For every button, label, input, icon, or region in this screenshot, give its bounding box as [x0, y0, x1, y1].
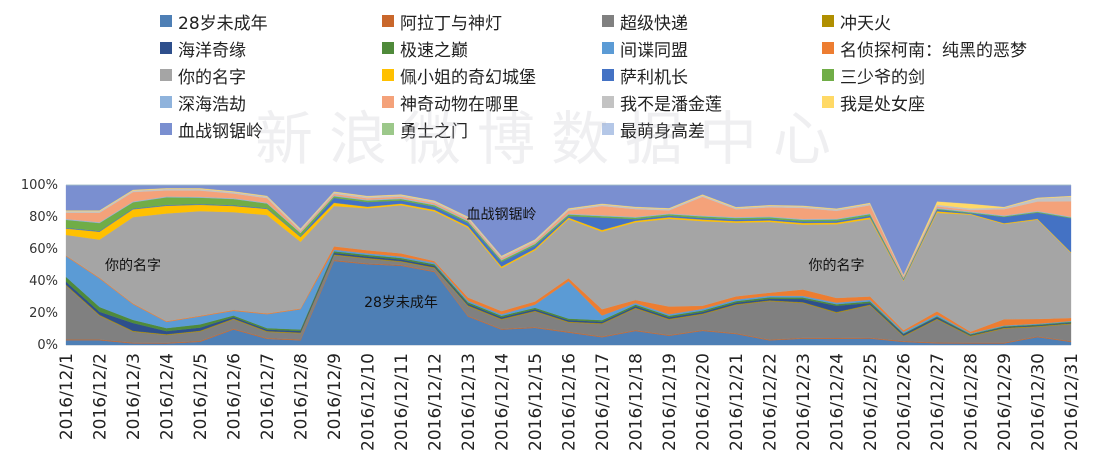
legend-item: 佩小姐的奇幻城堡: [382, 62, 536, 88]
x-tick-label: 2016/12/29: [995, 353, 1015, 451]
legend-item: 你的名字: [160, 62, 246, 88]
legend-label: 海洋奇缘: [178, 36, 246, 61]
x-tick-label: 2016/12/2: [91, 353, 111, 440]
x-tick-label: 2016/12/13: [459, 353, 479, 451]
x-tick-label: 2016/12/3: [124, 353, 144, 440]
x-tick-label: 2016/12/1: [57, 353, 77, 440]
legend-item: 海洋奇缘: [160, 35, 246, 61]
x-tick-label: 2016/12/6: [225, 353, 245, 440]
chart-areas: [66, 185, 1071, 345]
legend-swatch: [602, 42, 614, 54]
legend-item: 极速之巅: [382, 35, 468, 61]
legend-item: 血战钢锯岭: [160, 116, 263, 142]
legend-item: 冲天火: [822, 8, 891, 34]
x-tick-label: 2016/12/5: [191, 353, 211, 440]
x-tick-label: 2016/12/10: [359, 353, 379, 451]
legend-swatch: [822, 42, 834, 54]
legend-item: 间谍同盟: [602, 35, 688, 61]
legend-swatch: [822, 15, 834, 27]
x-tick-label: 2016/12/31: [1062, 353, 1082, 451]
legend-swatch: [160, 42, 172, 54]
legend-label: 间谍同盟: [620, 36, 688, 61]
legend-label: 我是处女座: [840, 90, 925, 115]
y-axis-ticks: 0% 20% 40% 60% 80% 100%: [21, 178, 58, 353]
y-tick-label: 0%: [37, 338, 58, 353]
x-tick-label: 2016/12/22: [761, 353, 781, 451]
chart-annotation: 血战钢锯岭: [467, 207, 537, 223]
x-tick-label: 2016/12/8: [292, 353, 312, 440]
legend-swatch: [160, 69, 172, 81]
legend-label: 深海浩劫: [178, 90, 246, 115]
x-tick-label: 2016/12/14: [493, 353, 513, 451]
x-tick-label: 2016/12/16: [560, 353, 580, 451]
legend-swatch: [382, 69, 394, 81]
legend-label: 极速之巅: [400, 36, 468, 61]
legend-swatch: [822, 69, 834, 81]
legend-label: 三少爷的剑: [840, 63, 925, 88]
x-tick-label: 2016/12/7: [258, 353, 278, 440]
legend-label: 名侦探柯南：纯黑的恶梦: [840, 36, 1027, 61]
x-tick-label: 2016/12/20: [694, 353, 714, 451]
x-tick-label: 2016/12/18: [627, 353, 647, 451]
legend-item: 萨利机长: [602, 62, 688, 88]
legend-item: 名侦探柯南：纯黑的恶梦: [822, 35, 1027, 61]
x-tick-label: 2016/12/24: [828, 353, 848, 451]
y-tick-label: 20%: [29, 306, 58, 321]
y-tick-label: 40%: [29, 274, 58, 289]
legend-item: 28岁未成年: [160, 8, 268, 34]
legend-label: 超级快递: [620, 9, 688, 34]
legend-swatch: [382, 15, 394, 27]
legend-label: 佩小姐的奇幻城堡: [400, 63, 536, 88]
legend-swatch: [160, 123, 172, 135]
x-tick-label: 2016/12/11: [392, 353, 412, 451]
x-tick-label: 2016/12/12: [426, 353, 446, 451]
legend-swatch: [160, 15, 172, 27]
legend-swatch: [602, 15, 614, 27]
x-tick-label: 2016/12/4: [158, 353, 178, 440]
chart-annotation: 你的名字: [105, 258, 161, 274]
legend-item: 深海浩劫: [160, 89, 246, 115]
watermark-text: 新浪微博数据中心: [255, 92, 847, 176]
y-tick-label: 60%: [29, 242, 58, 257]
legend-label: 阿拉丁与神灯: [400, 9, 502, 34]
legend-label: 冲天火: [840, 9, 891, 34]
legend-swatch: [160, 96, 172, 108]
legend-label: 萨利机长: [620, 63, 688, 88]
x-tick-label: 2016/12/17: [593, 353, 613, 451]
legend-label: 血战钢锯岭: [178, 117, 263, 142]
x-tick-label: 2016/12/23: [794, 353, 814, 451]
x-tick-label: 2016/12/27: [928, 353, 948, 451]
x-axis-ticks: 2016/12/1 2016/12/2 2016/12/3 2016/12/4 2016…: [57, 353, 1082, 451]
chart-annotation: 你的名字: [809, 258, 865, 274]
x-tick-label: 2016/12/30: [1029, 353, 1049, 451]
y-tick-label: 100%: [21, 178, 58, 193]
x-tick-label: 2016/12/9: [325, 353, 345, 440]
legend-item: 阿拉丁与神灯: [382, 8, 502, 34]
stacked-area-chart: 0%20%40%60%80%100% 2016/12/1 2016/12/2 201…: [0, 175, 1099, 472]
legend-label: 28岁未成年: [178, 9, 268, 34]
y-tick-label: 80%: [29, 210, 58, 225]
x-tick-label: 2016/12/15: [526, 353, 546, 451]
x-tick-label: 2016/12/21: [727, 353, 747, 451]
legend-item: 三少爷的剑: [822, 62, 925, 88]
legend-item: 超级快递: [602, 8, 688, 34]
legend-label: 你的名字: [178, 63, 246, 88]
x-tick-label: 2016/12/25: [861, 353, 881, 451]
legend-swatch: [382, 42, 394, 54]
x-tick-label: 2016/12/26: [895, 353, 915, 451]
chart-annotation: 28岁未成年: [364, 295, 438, 311]
x-tick-label: 2016/12/28: [962, 353, 982, 451]
legend-swatch: [602, 69, 614, 81]
x-tick-label: 2016/12/19: [660, 353, 680, 451]
